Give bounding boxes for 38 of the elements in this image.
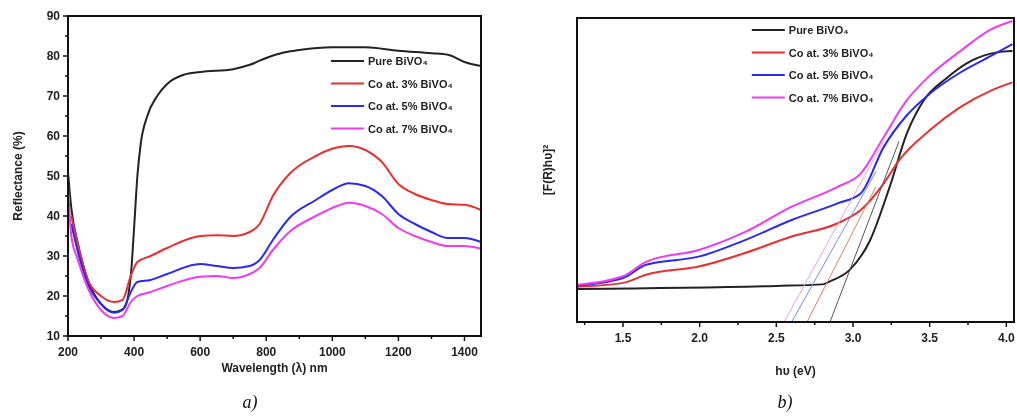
y-tick-label: 80 — [46, 49, 61, 63]
x-tick-label: 1400 — [451, 345, 479, 359]
y-tick-label: 70 — [46, 89, 61, 103]
x-tick-label: 3.5 — [921, 331, 939, 345]
legend-label: Co at. 5% BiVO₄ — [368, 100, 453, 112]
line-series — [67, 46, 482, 313]
legend-label: Co at. 7% BiVO₄ — [788, 91, 874, 104]
x-tick-label: 400 — [124, 345, 145, 359]
x-tick-label: 1200 — [385, 345, 413, 359]
y-axis-title: Reflectance (%) — [11, 131, 25, 221]
x-tick-label: 800 — [256, 345, 277, 359]
x-tick-label: 200 — [57, 345, 79, 359]
x-axis-title: hυ (eV) — [775, 364, 816, 378]
legend-label: Pure BiVO₄ — [368, 55, 428, 67]
x-tick-label: 3.0 — [844, 331, 862, 345]
line-series — [70, 145, 482, 303]
legend-label: Co at. 3% BiVO₄ — [788, 46, 874, 59]
text: b) — [777, 392, 793, 413]
x-tick-label: 2.0 — [691, 331, 709, 345]
y-tick-label: 30 — [46, 249, 61, 263]
legend-label: Co at. 3% BiVO₄ — [368, 77, 453, 90]
x-tick-label: 4.0 — [997, 331, 1015, 345]
y-tick-label: 10 — [46, 329, 61, 343]
legend-label: Pure BiVO₄ — [788, 24, 849, 36]
y-axis-title: [F(R)hυ]² — [541, 144, 555, 196]
y-tick-label: 20 — [46, 289, 61, 303]
x-tick-label: 1.5 — [614, 331, 632, 345]
y-tick-label: 60 — [46, 129, 61, 143]
text: a) — [242, 392, 258, 413]
x-tick-label: 1000 — [318, 345, 346, 359]
y-tick-label: 40 — [46, 209, 61, 223]
x-axis-title: Wavelength (λ) nm — [221, 361, 328, 375]
x-tick-label: 2.5 — [767, 331, 785, 345]
x-tick-label: 600 — [190, 345, 211, 359]
y-tick-label: 90 — [46, 9, 61, 23]
legend-label: Co at. 7% BiVO₄ — [368, 122, 453, 135]
legend-label: Co at. 5% BiVO₄ — [788, 69, 874, 81]
y-tick-label: 50 — [46, 169, 61, 183]
